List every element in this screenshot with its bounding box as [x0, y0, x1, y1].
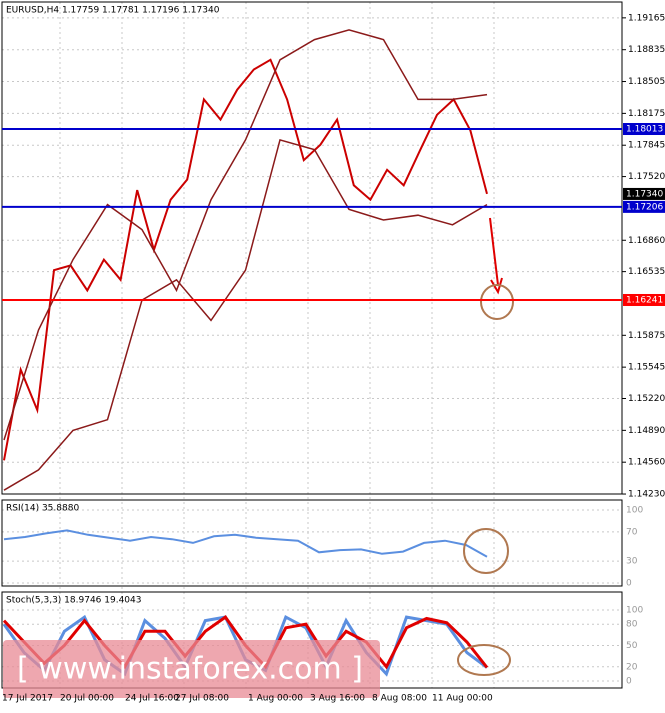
stoch-tick-label: 80 [626, 620, 638, 630]
y-tick-label: 1.14230 [628, 490, 665, 500]
level-box [623, 123, 665, 136]
stoch-tick-label: 0 [626, 677, 632, 687]
price-label: 1.17340 [626, 189, 663, 199]
x-tick-label: 1 Aug 00:00 [248, 694, 303, 704]
watermark-box [3, 640, 380, 698]
series-line [3, 138, 488, 491]
y-tick-label: 1.14890 [628, 426, 665, 436]
arrow [489, 217, 499, 286]
stoch-circle [457, 644, 511, 676]
arrow-head [490, 277, 503, 295]
y-tick-label: 1.18175 [628, 109, 665, 119]
y-tick-label: 1.16535 [628, 267, 665, 277]
watermark: [ www.instaforex.com ] [17, 652, 363, 687]
x-tick-label: 24 Jul 16:00 [125, 694, 179, 704]
level-box [623, 200, 665, 213]
y-tick-label: 1.19165 [628, 13, 665, 23]
x-tick-label: 20 Jul 00:00 [60, 694, 114, 704]
y-tick-label: 1.14560 [628, 458, 665, 468]
x-tick-label: 8 Aug 08:00 [372, 694, 427, 704]
price-box [623, 187, 665, 200]
rsi-title: RSI(14) 35.8880 [6, 504, 79, 514]
rsi-tick-label: 70 [626, 527, 638, 537]
y-tick-label: 1.17520 [628, 172, 665, 182]
x-tick-label: 27 Jul 08:00 [175, 694, 229, 704]
x-tick-label: 17 Jul 2017 [2, 694, 53, 704]
y-tick-label: 1.15875 [628, 331, 665, 341]
target-circle [480, 284, 514, 320]
y-tick-label: 1.18835 [628, 45, 665, 55]
series-line [3, 58, 488, 461]
level-box [623, 293, 665, 306]
level-label: 1.17206 [626, 202, 663, 212]
x-tick-label: 11 Aug 00:00 [432, 694, 493, 704]
y-tick-label: 1.17845 [628, 141, 665, 151]
level-label: 1.16241 [626, 295, 663, 305]
rsi-tick-label: 30 [626, 557, 638, 567]
stoch-tick-label: 20 [626, 662, 638, 672]
series-line [3, 29, 488, 441]
y-tick-label: 1.16860 [628, 236, 665, 246]
stoch-tick-label: 100 [626, 606, 643, 616]
y-tick-label: 1.18505 [628, 77, 665, 87]
stoch-tick-label: 50 [626, 641, 638, 651]
y-tick-label: 1.15545 [628, 363, 665, 373]
rsi-circle [463, 528, 509, 574]
y-tick-label: 1.15220 [628, 394, 665, 404]
level-label: 1.18013 [626, 125, 663, 135]
series-line [3, 529, 488, 558]
price-panel [1, 1, 623, 495]
rsi-tick-label: 100 [626, 506, 643, 516]
rsi-panel [1, 499, 623, 587]
x-tick-label: 3 Aug 16:00 [310, 694, 365, 704]
rsi-tick-label: 0 [626, 579, 632, 589]
symbol-header: EURUSD,H4 1.17759 1.17781 1.17196 1.1734… [6, 6, 220, 16]
stoch-title: Stoch(5,3,3) 18.9746 19.4043 [6, 596, 141, 606]
